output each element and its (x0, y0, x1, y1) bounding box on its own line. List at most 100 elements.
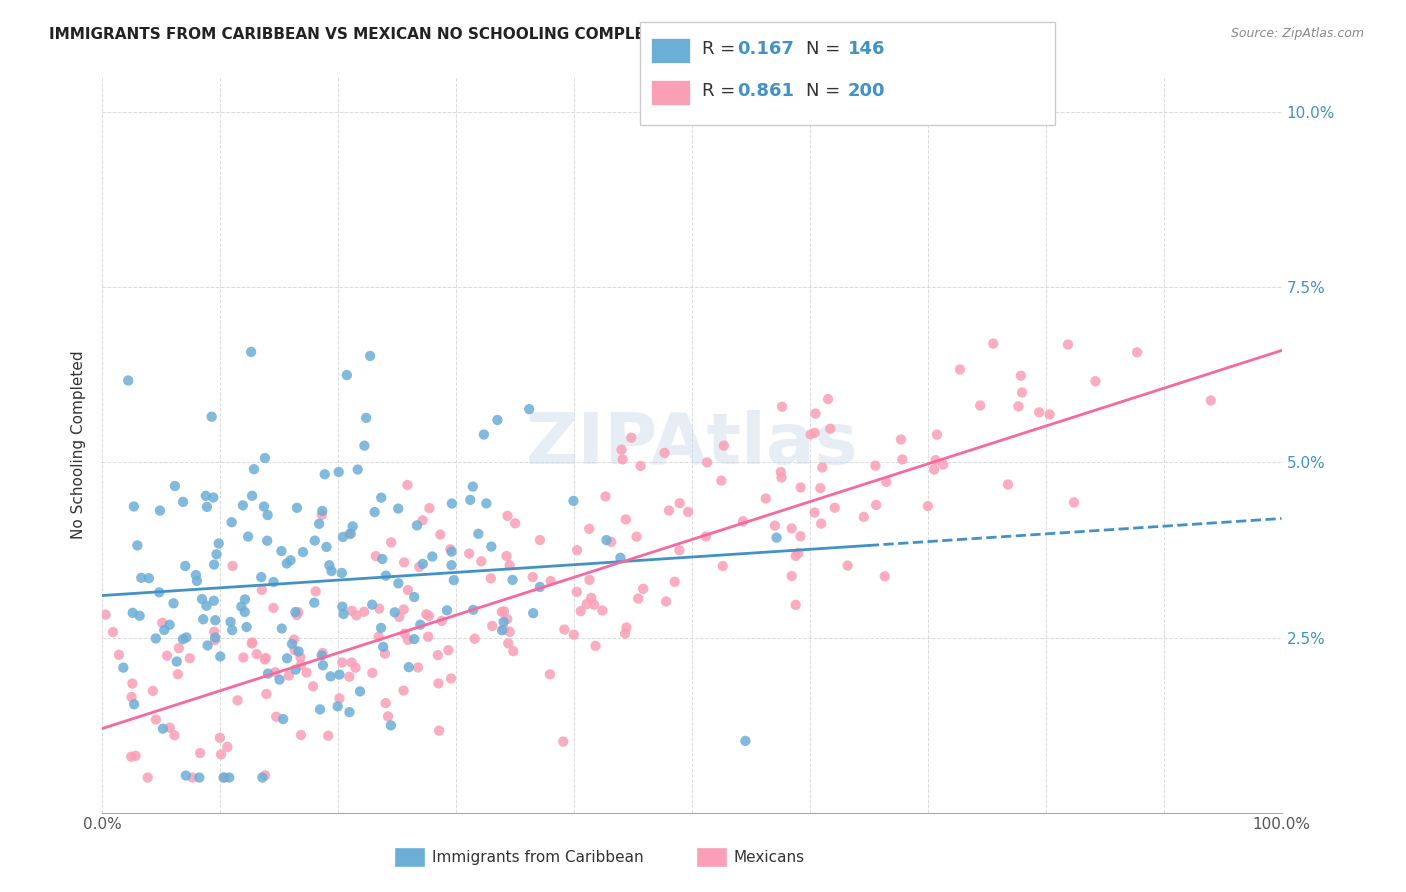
Point (318, 558, 340, 573)
Point (731, 514, 754, 528)
Point (304, 596, 326, 610)
Point (284, 605, 307, 619)
Point (562, 494, 585, 508)
Point (218, 771, 240, 785)
Point (246, 647, 269, 661)
Point (121, 690, 143, 704)
Point (502, 644, 524, 658)
Point (221, 515, 243, 529)
Point (276, 651, 298, 665)
Point (522, 570, 544, 584)
Point (349, 684, 371, 698)
Point (713, 439, 735, 453)
Point (291, 545, 314, 559)
Point (873, 569, 896, 583)
Point (174, 559, 197, 574)
Point (284, 663, 307, 677)
Point (152, 722, 174, 736)
Point (875, 475, 897, 489)
Point (94, 607, 117, 622)
Point (240, 489, 263, 503)
Point (340, 604, 363, 618)
Point (233, 605, 256, 619)
Point (676, 505, 699, 519)
Point (233, 592, 256, 607)
Point (763, 518, 786, 533)
Point (193, 612, 215, 626)
Point (304, 533, 326, 548)
Point (256, 687, 278, 701)
Point (145, 632, 167, 646)
Point (780, 569, 803, 583)
Point (429, 527, 451, 541)
Point (202, 558, 225, 572)
Text: ZIPAtlas: ZIPAtlas (526, 410, 858, 480)
Point (426, 648, 449, 662)
Point (655, 594, 678, 608)
Point (626, 530, 648, 544)
Point (610, 442, 633, 457)
Point (380, 535, 402, 549)
Point (392, 602, 415, 616)
Point (312, 658, 335, 673)
Point (240, 345, 263, 359)
Point (159, 617, 181, 632)
Point (553, 623, 575, 637)
Point (346, 462, 368, 476)
Point (415, 607, 437, 622)
Point (668, 496, 690, 510)
Point (398, 660, 420, 674)
Point (770, 400, 793, 414)
Point (232, 499, 254, 513)
Point (824, 500, 846, 515)
Point (264, 709, 287, 723)
Point (785, 598, 807, 612)
Point (396, 478, 419, 492)
Point (202, 593, 225, 607)
Point (1063, 495, 1085, 509)
Point (387, 576, 409, 591)
Point (696, 455, 718, 469)
Point (316, 729, 339, 743)
Point (308, 516, 330, 531)
Point (339, 526, 361, 541)
Point (138, 571, 160, 585)
Point (287, 605, 309, 619)
Point (1028, 405, 1050, 419)
Point (780, 521, 803, 535)
Point (579, 591, 602, 605)
Point (787, 546, 810, 560)
Point (583, 598, 606, 612)
Point (755, 491, 778, 506)
Text: 0.861: 0.861 (737, 82, 794, 100)
Point (803, 506, 825, 520)
Point (384, 605, 406, 619)
Point (332, 530, 354, 544)
Point (254, 651, 277, 665)
Point (412, 557, 434, 571)
Point (212, 771, 235, 785)
Point (810, 516, 832, 531)
Point (578, 573, 600, 587)
Point (145, 713, 167, 727)
Point (804, 407, 827, 421)
Point (620, 431, 643, 445)
Point (344, 661, 367, 675)
Point (408, 559, 430, 574)
Point (969, 399, 991, 413)
Point (315, 540, 337, 554)
Point (122, 500, 145, 514)
Point (284, 643, 307, 657)
Point (120, 749, 142, 764)
Point (997, 477, 1019, 491)
Point (295, 665, 318, 680)
Point (186, 574, 208, 588)
Point (112, 660, 135, 674)
Point (396, 632, 419, 647)
Point (616, 620, 638, 634)
Point (209, 649, 232, 664)
Point (188, 746, 211, 760)
Point (197, 639, 219, 653)
Point (172, 495, 194, 509)
Point (290, 658, 312, 673)
